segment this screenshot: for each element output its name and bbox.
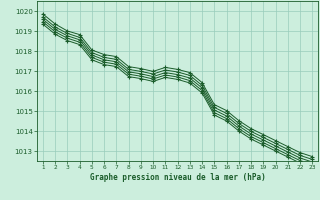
X-axis label: Graphe pression niveau de la mer (hPa): Graphe pression niveau de la mer (hPa) [90, 173, 266, 182]
